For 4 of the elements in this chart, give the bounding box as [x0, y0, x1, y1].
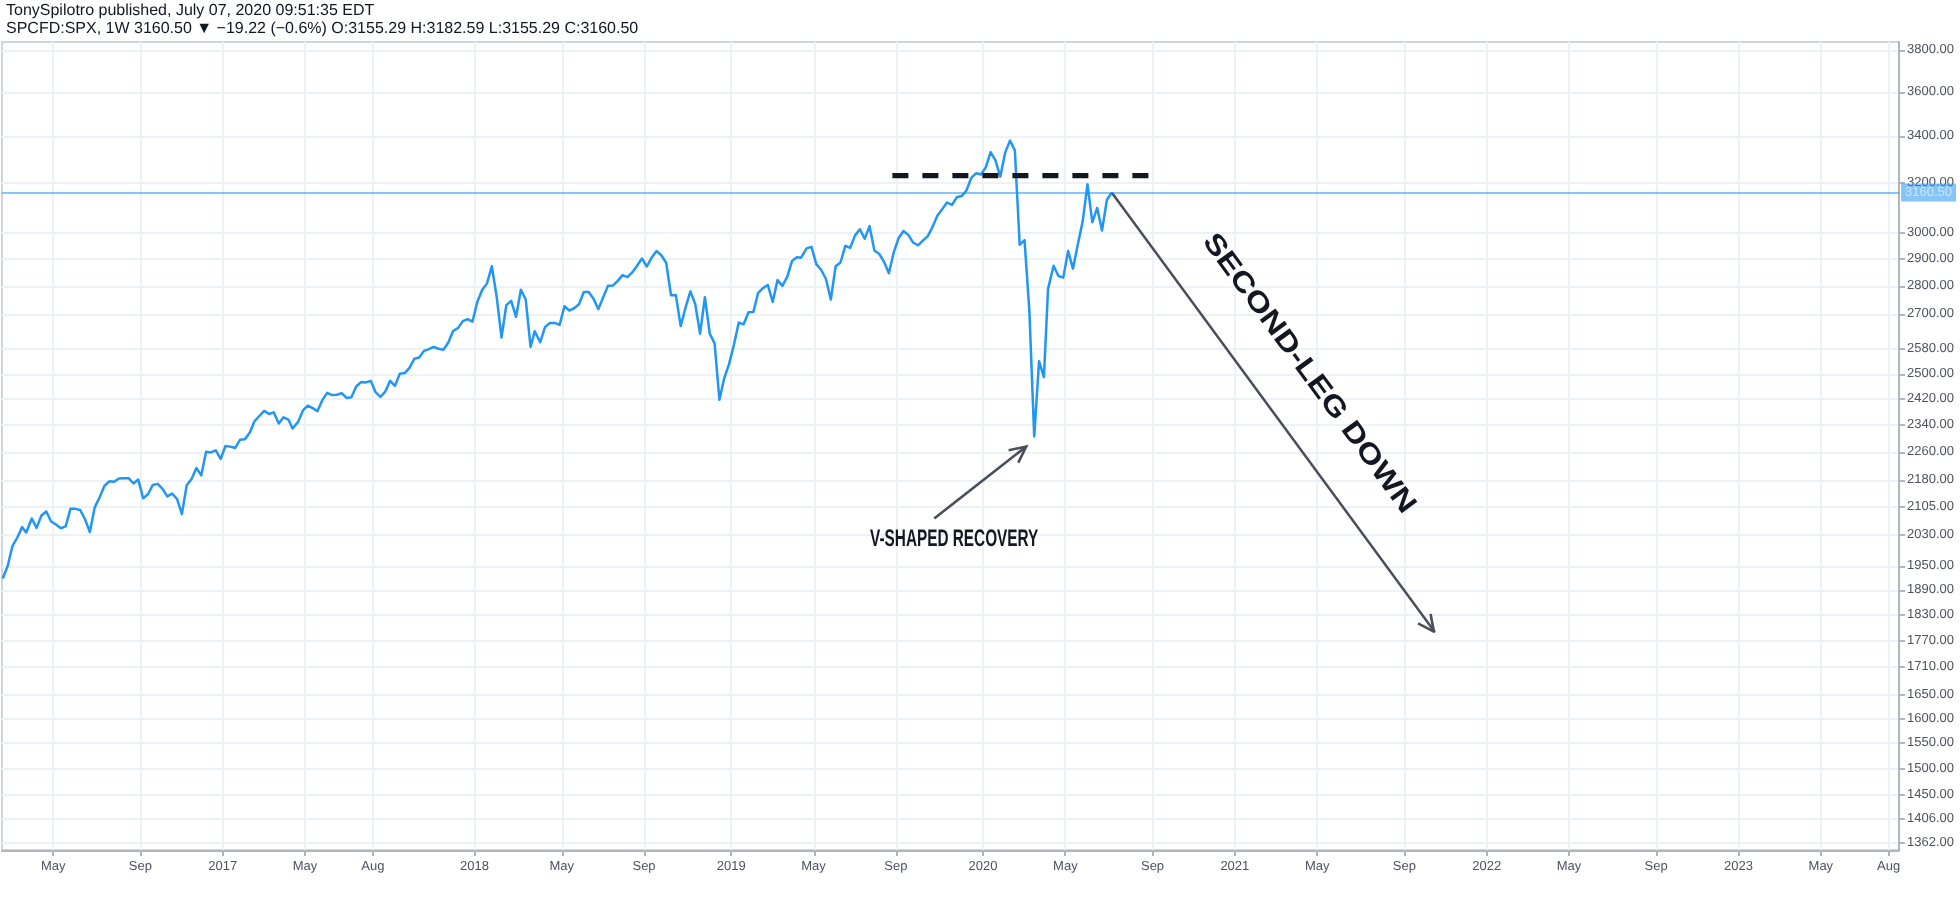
annotation: V-SHAPED RECOVERY	[870, 527, 1039, 554]
chart-title: TonySpilotro published, July 07, 2020 09:51:35 EDT	[6, 1, 375, 19]
chart-subtitle: SPCFD:SPX, 1W 3160.50 ▼ −19.22 (−0.6%) O:3155.29 H:3182.59 L:3155.29 C:3160.50	[6, 19, 640, 37]
line-series	[1, 139, 1113, 580]
